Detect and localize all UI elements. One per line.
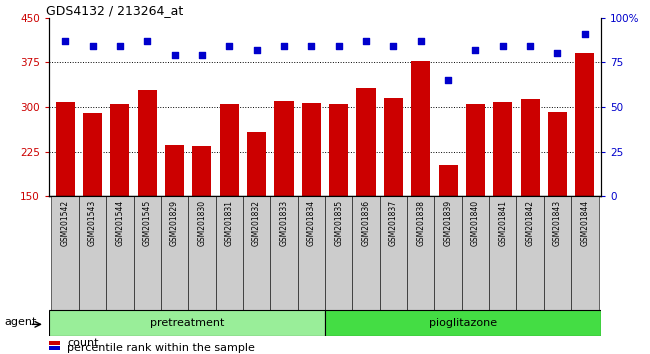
- Bar: [302, 103, 321, 286]
- Bar: [571, 196, 599, 310]
- Bar: [161, 196, 188, 310]
- Text: GSM201839: GSM201839: [443, 200, 452, 246]
- Bar: [51, 196, 79, 310]
- Bar: [220, 104, 239, 286]
- Bar: [356, 88, 376, 286]
- Point: [142, 38, 152, 44]
- Bar: [138, 90, 157, 286]
- Bar: [521, 99, 539, 286]
- Point: [170, 52, 180, 58]
- Point: [415, 38, 426, 44]
- Point: [525, 44, 536, 49]
- Bar: [439, 165, 458, 286]
- Bar: [106, 196, 133, 310]
- Point: [580, 31, 590, 36]
- Text: GSM201842: GSM201842: [526, 200, 535, 246]
- Bar: [325, 310, 601, 336]
- Bar: [165, 145, 184, 286]
- Bar: [575, 53, 594, 286]
- Point: [60, 38, 70, 44]
- Text: pioglitazone: pioglitazone: [429, 318, 497, 328]
- Bar: [352, 196, 380, 310]
- Text: GSM201545: GSM201545: [143, 200, 151, 246]
- Bar: [329, 104, 348, 286]
- Bar: [380, 196, 407, 310]
- Text: GSM201543: GSM201543: [88, 200, 97, 246]
- Bar: [188, 196, 216, 310]
- Text: GSM201836: GSM201836: [361, 200, 370, 246]
- Point: [552, 51, 563, 56]
- Bar: [243, 196, 270, 310]
- Bar: [192, 147, 211, 286]
- Text: GSM201844: GSM201844: [580, 200, 590, 246]
- Text: GSM201837: GSM201837: [389, 200, 398, 246]
- Text: GSM201829: GSM201829: [170, 200, 179, 246]
- Point: [333, 44, 344, 49]
- Text: GSM201838: GSM201838: [416, 200, 425, 246]
- Bar: [548, 112, 567, 286]
- Point: [279, 44, 289, 49]
- Bar: [298, 196, 325, 310]
- Bar: [83, 113, 102, 286]
- Bar: [411, 61, 430, 286]
- Bar: [270, 196, 298, 310]
- Bar: [434, 196, 462, 310]
- Text: GSM201831: GSM201831: [225, 200, 234, 246]
- Bar: [49, 310, 325, 336]
- Text: GSM201841: GSM201841: [499, 200, 507, 246]
- Text: GSM201830: GSM201830: [198, 200, 207, 246]
- Bar: [274, 101, 294, 286]
- Point: [306, 44, 317, 49]
- Text: pretreatment: pretreatment: [150, 318, 224, 328]
- Bar: [216, 196, 243, 310]
- Bar: [384, 98, 403, 286]
- Bar: [544, 196, 571, 310]
- Text: GSM201835: GSM201835: [334, 200, 343, 246]
- Bar: [111, 104, 129, 286]
- Bar: [489, 196, 517, 310]
- Text: count: count: [67, 338, 99, 348]
- Text: agent: agent: [4, 317, 36, 327]
- Bar: [79, 196, 106, 310]
- Point: [87, 44, 98, 49]
- Point: [224, 44, 235, 49]
- Text: GDS4132 / 213264_at: GDS4132 / 213264_at: [46, 4, 183, 17]
- Point: [114, 44, 125, 49]
- Text: GSM201544: GSM201544: [115, 200, 124, 246]
- Bar: [466, 104, 485, 286]
- Point: [443, 78, 453, 83]
- Point: [470, 47, 480, 53]
- Bar: [49, 346, 60, 350]
- Text: percentile rank within the sample: percentile rank within the sample: [67, 343, 255, 353]
- Bar: [407, 196, 434, 310]
- Point: [361, 38, 371, 44]
- Point: [388, 44, 398, 49]
- Bar: [247, 132, 266, 286]
- Text: GSM201840: GSM201840: [471, 200, 480, 246]
- Point: [498, 44, 508, 49]
- Text: GSM201834: GSM201834: [307, 200, 316, 246]
- Point: [252, 47, 262, 53]
- Bar: [49, 341, 60, 345]
- Bar: [56, 102, 75, 286]
- Text: GSM201843: GSM201843: [553, 200, 562, 246]
- Text: GSM201832: GSM201832: [252, 200, 261, 246]
- Bar: [462, 196, 489, 310]
- Bar: [133, 196, 161, 310]
- Text: GSM201833: GSM201833: [280, 200, 289, 246]
- Text: GSM201542: GSM201542: [60, 200, 70, 246]
- Bar: [325, 196, 352, 310]
- Point: [197, 52, 207, 58]
- Bar: [493, 102, 512, 286]
- Bar: [517, 196, 544, 310]
